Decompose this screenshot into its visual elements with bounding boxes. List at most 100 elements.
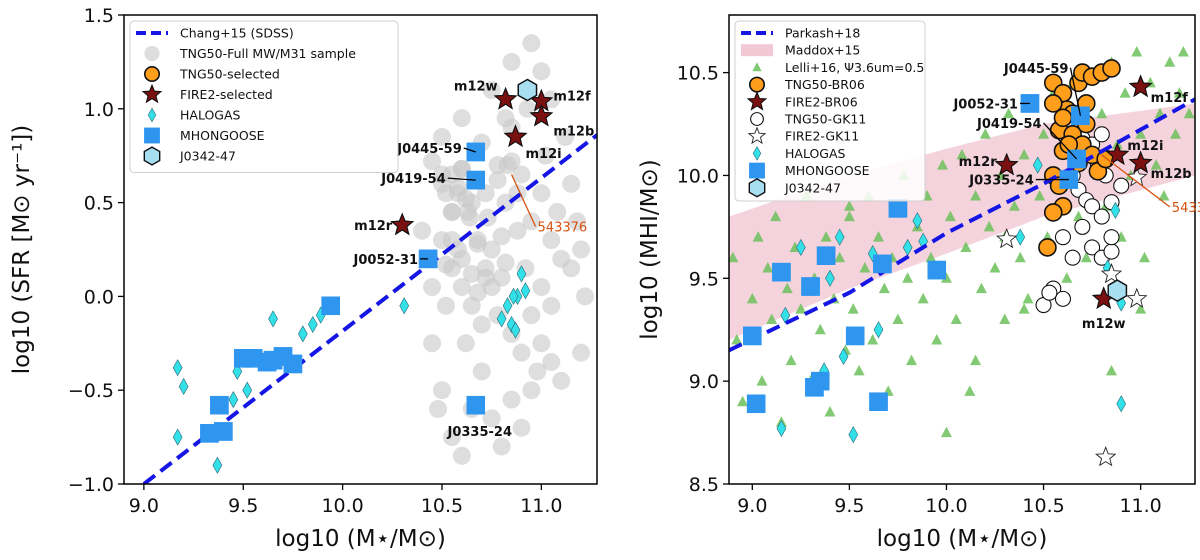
data-point <box>912 212 923 230</box>
data-point <box>964 385 976 396</box>
data-point <box>902 272 914 283</box>
legend-swatch-circle <box>144 45 160 62</box>
annotation-leader <box>1069 67 1082 116</box>
series-halogas <box>776 156 1127 444</box>
data-point <box>496 310 507 328</box>
data-point <box>867 334 879 345</box>
x-tick-label: 10.0 <box>925 495 967 517</box>
data-point-top <box>805 378 824 397</box>
annotation-label: m12w <box>454 79 498 94</box>
data-point-top <box>529 103 554 127</box>
y-tick-label: 1.0 <box>84 99 114 121</box>
data-point <box>510 321 521 339</box>
data-point-top <box>1105 142 1130 166</box>
data-point <box>931 334 943 345</box>
data-point <box>576 287 595 306</box>
data-point <box>1038 128 1050 139</box>
data-point <box>442 428 461 447</box>
data-point <box>1103 243 1120 260</box>
x-tick-label: 10.5 <box>1022 495 1064 517</box>
data-point <box>956 148 968 160</box>
data-point <box>1054 290 1072 307</box>
legend-swatch-square <box>749 162 765 179</box>
data-point <box>843 210 855 222</box>
y-tick-label: 10.5 <box>677 63 719 85</box>
data-point <box>892 313 904 324</box>
data-point <box>820 231 832 242</box>
x-tick-label: 10.5 <box>421 495 463 517</box>
data-point <box>770 210 782 222</box>
annotation-label: m12b <box>553 124 594 139</box>
data-point <box>512 343 531 362</box>
data-point <box>268 310 278 328</box>
data-point <box>522 34 541 53</box>
data-point <box>1131 46 1143 57</box>
data-point <box>1064 249 1081 266</box>
data-point <box>1103 229 1120 246</box>
data-point <box>878 282 890 294</box>
legend-swatch-diamond <box>147 107 157 123</box>
data-point <box>756 375 768 386</box>
data-point <box>522 381 541 400</box>
data-point <box>873 231 885 242</box>
data-point <box>532 184 551 203</box>
data-point <box>1183 107 1195 119</box>
data-point <box>1041 284 1058 301</box>
data-point <box>502 152 521 171</box>
data-point <box>785 354 797 366</box>
data-point <box>228 390 239 409</box>
data-point <box>492 437 511 456</box>
annotation-label: J0052-31 <box>353 253 419 268</box>
data-point <box>975 282 987 294</box>
data-point <box>423 278 442 297</box>
data-point <box>456 334 475 353</box>
data-point <box>476 259 495 278</box>
series-top-star <box>390 86 554 236</box>
annotation-label: m12i <box>1127 139 1163 154</box>
data-point <box>995 227 1018 249</box>
data-point <box>442 202 461 221</box>
data-point <box>1018 148 1030 160</box>
data-point <box>442 231 461 250</box>
y-axis-label: log10 (SFR [M⊙ yr⁻¹]) <box>9 125 35 375</box>
data-point <box>468 283 487 302</box>
data-point <box>970 190 982 201</box>
legend-label: Lelli+16, Ψ3.6um=0.5 <box>785 60 924 75</box>
data-point <box>172 359 183 377</box>
legend-label: Maddox+15 <box>785 43 860 58</box>
data-point <box>1018 303 1030 314</box>
data-point-top <box>869 392 888 411</box>
data-point <box>1119 87 1131 98</box>
y-tick-label: 0.0 <box>84 286 114 308</box>
annotation-label: m12f <box>553 89 591 104</box>
annotation-label: m12w <box>1082 317 1126 332</box>
data-point <box>482 278 501 297</box>
right-panel: 9.0 9.5 10.0 10.5 11.0 8.5 9.0 9.5 10.0 10.5 log10… <box>637 14 1200 552</box>
data-point-top <box>772 262 791 282</box>
annotation-label: m12b <box>1151 167 1192 182</box>
data-point <box>1110 201 1121 220</box>
legend-label: MHONGOOSE <box>180 128 265 143</box>
x-axis-label: log10 (M⋆/M⊙) <box>275 526 446 552</box>
data-point <box>1093 208 1110 225</box>
x-tick-label: 9.5 <box>834 495 864 517</box>
legend-label: TNG50-BR06 <box>784 77 865 92</box>
data-point <box>516 265 527 283</box>
data-point <box>512 165 531 184</box>
data-point <box>1135 128 1147 139</box>
legend-label: TNG50-selected <box>179 67 280 82</box>
data-point <box>780 306 791 324</box>
data-point <box>1073 210 1084 222</box>
data-point <box>1106 364 1118 376</box>
data-point <box>843 200 855 211</box>
legend-swatch-open-circle <box>750 112 764 126</box>
data-point <box>925 251 937 263</box>
legend-swatch-band <box>741 44 773 57</box>
legend: Parkash+18 Maddox+15 Lelli+16, Ψ3.6um=0.5 T… <box>734 20 926 202</box>
data-point-top <box>493 86 518 110</box>
axes-frame <box>728 14 1196 485</box>
data-point-top <box>888 199 908 218</box>
data-point <box>1034 190 1046 201</box>
data-point <box>1038 238 1057 257</box>
